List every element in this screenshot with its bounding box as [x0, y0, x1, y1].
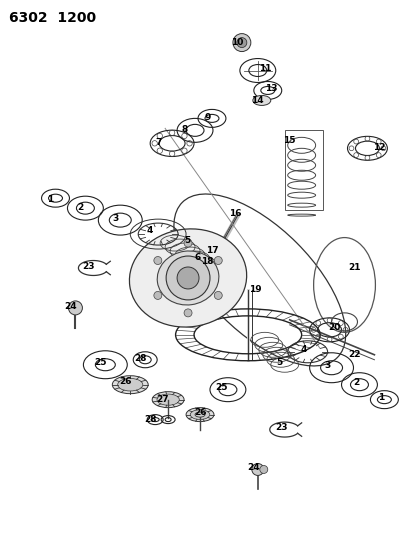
Ellipse shape [129, 229, 247, 327]
Text: 19: 19 [250, 286, 262, 294]
Text: 28: 28 [144, 415, 156, 424]
Ellipse shape [118, 378, 143, 391]
Circle shape [177, 267, 199, 289]
Text: 28: 28 [134, 354, 146, 364]
Ellipse shape [157, 394, 179, 405]
Circle shape [184, 309, 192, 317]
Ellipse shape [112, 376, 148, 394]
Text: 1: 1 [378, 393, 384, 402]
Text: 9: 9 [205, 113, 211, 122]
Text: 5: 5 [277, 358, 283, 367]
Text: 3: 3 [112, 214, 118, 223]
Circle shape [233, 34, 251, 52]
Text: 7: 7 [155, 138, 161, 147]
Circle shape [166, 256, 210, 300]
Text: 3: 3 [324, 361, 331, 370]
Text: 2: 2 [353, 378, 359, 387]
Ellipse shape [157, 251, 219, 305]
Text: 23: 23 [82, 262, 95, 271]
Text: 15: 15 [284, 136, 296, 145]
Text: 23: 23 [275, 423, 288, 432]
Text: 27: 27 [156, 395, 169, 404]
Text: 20: 20 [328, 324, 341, 333]
Circle shape [237, 38, 247, 47]
Text: 25: 25 [216, 383, 228, 392]
Text: 6302  1200: 6302 1200 [9, 11, 96, 25]
Text: 24: 24 [64, 302, 77, 311]
Text: 22: 22 [348, 350, 361, 359]
Text: 5: 5 [184, 236, 190, 245]
Text: 12: 12 [373, 143, 386, 152]
Text: 6: 6 [195, 253, 201, 262]
Text: 1: 1 [47, 195, 53, 204]
Text: 2: 2 [77, 203, 84, 212]
Text: 14: 14 [251, 96, 264, 105]
Text: 26: 26 [119, 377, 131, 386]
Text: 8: 8 [182, 125, 188, 134]
Text: 16: 16 [228, 208, 241, 217]
Text: 24: 24 [248, 463, 260, 472]
Circle shape [69, 301, 82, 315]
Circle shape [260, 465, 268, 473]
Circle shape [184, 239, 192, 247]
Circle shape [214, 256, 222, 264]
Circle shape [214, 292, 222, 300]
Text: 11: 11 [259, 64, 271, 73]
Ellipse shape [253, 95, 271, 106]
Text: 18: 18 [201, 256, 213, 265]
Text: 4: 4 [300, 345, 307, 354]
Ellipse shape [195, 412, 205, 417]
Text: 10: 10 [231, 38, 243, 47]
Ellipse shape [190, 410, 210, 419]
Ellipse shape [186, 408, 214, 422]
Circle shape [154, 256, 162, 264]
Circle shape [252, 464, 264, 475]
Circle shape [154, 292, 162, 300]
Text: 4: 4 [147, 225, 153, 235]
Text: 17: 17 [206, 246, 218, 255]
Text: 13: 13 [266, 84, 278, 93]
Ellipse shape [152, 392, 184, 408]
Text: 25: 25 [94, 358, 106, 367]
Text: 26: 26 [194, 408, 206, 417]
Text: 21: 21 [348, 263, 361, 272]
